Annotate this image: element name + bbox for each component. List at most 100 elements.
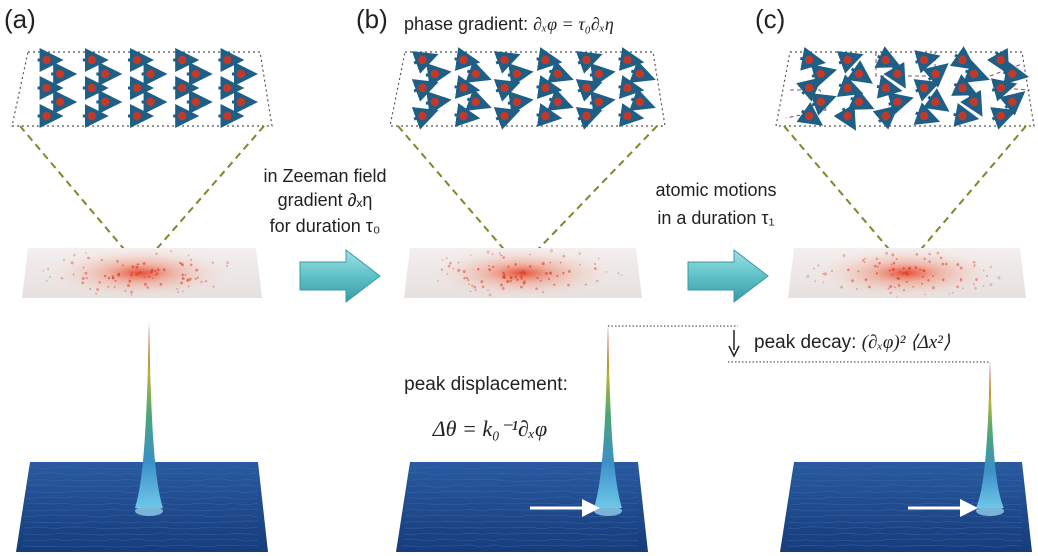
spin-box-a (11, 48, 273, 128)
atom-dot (989, 265, 992, 269)
atom-dot (170, 250, 173, 253)
atom-dot (98, 281, 101, 284)
atom-dot (447, 264, 451, 268)
arrow1-line1: in Zeeman field (263, 166, 386, 186)
atom-dot (480, 280, 484, 284)
atom-dot (593, 267, 597, 271)
floor-texture (22, 466, 1023, 548)
floor-ripple (22, 538, 259, 542)
atom-dot (906, 270, 909, 273)
atom-dot (923, 293, 926, 296)
floor-ripple (23, 526, 259, 530)
atom-dot (196, 276, 199, 279)
atom-dot (822, 272, 825, 275)
atom-dot (549, 261, 552, 264)
atom-dot (457, 261, 460, 264)
spin-arrow (37, 48, 64, 72)
spin-arrow (922, 63, 949, 88)
atom-dot (498, 252, 501, 255)
atom-dot (500, 254, 503, 257)
atom-dot (100, 258, 103, 262)
atom-dot (187, 285, 190, 288)
atom-dot (190, 258, 193, 261)
atom-dot (875, 257, 879, 261)
atom-dot (129, 290, 134, 294)
atom-dot (974, 286, 978, 290)
atom-dot (504, 276, 507, 279)
atom-dot (863, 261, 866, 263)
atom-dot (162, 268, 166, 272)
atom-dot (939, 256, 943, 260)
panel-label-c: (c) (755, 4, 785, 34)
floor-ripple (24, 520, 259, 524)
atom-dot (194, 277, 197, 280)
spin-arrow (173, 48, 200, 72)
atom-dot (897, 277, 900, 281)
atom-dot (578, 252, 582, 255)
spin-arrow (990, 107, 1017, 130)
spin-arrow (800, 46, 826, 71)
atom-dot (959, 266, 963, 270)
spin-arrow (589, 91, 616, 115)
atom-dot (516, 278, 519, 281)
atom-dot (549, 249, 553, 253)
atom-dot (507, 265, 510, 268)
atom-dot (154, 273, 157, 276)
atom-dot (536, 276, 539, 279)
atom-dot (96, 287, 100, 292)
atom-dot (70, 261, 74, 265)
atom-dot (499, 254, 502, 257)
atom-dot (902, 267, 905, 270)
peak-decay-indicator (608, 325, 990, 363)
spin-arrow (999, 91, 1026, 116)
spin-arrow (796, 102, 824, 126)
atom-dot (469, 290, 472, 293)
atom-dot (488, 293, 492, 297)
atom-dot (908, 266, 912, 270)
atom-dot (143, 276, 146, 279)
arrow2-line2: in a duration τ₁ (657, 208, 774, 228)
floor-ripple (23, 532, 259, 536)
atom-dot (463, 276, 466, 280)
spin-arrow (914, 50, 941, 74)
atom-dot (549, 271, 553, 275)
atom-dot (148, 275, 151, 278)
atom-dot (82, 266, 85, 269)
atom-dot (226, 261, 230, 265)
atom-dot (452, 267, 455, 270)
atom-dot (553, 283, 556, 286)
atom-dot (184, 274, 187, 276)
spin-arrow (507, 63, 534, 87)
spin-arrow (887, 92, 914, 116)
atom-dot (503, 273, 506, 276)
spin-arrow (589, 63, 616, 87)
floor-ripple (403, 532, 639, 536)
atom-dot (72, 253, 76, 257)
atom-dot (467, 279, 470, 282)
floor-ripple (22, 544, 259, 548)
atom-dot (559, 261, 562, 264)
spin-arrow (128, 76, 154, 100)
atom-dot (182, 290, 184, 293)
atom-dot (117, 272, 121, 275)
atom-dot (867, 285, 871, 289)
floor-ripple (409, 472, 639, 476)
floor-ripple (402, 544, 639, 548)
atom-dot (951, 291, 954, 294)
atom-dot (556, 274, 559, 277)
atom-dot (81, 281, 85, 285)
spin-arrow (575, 51, 603, 74)
atom-dot (72, 273, 75, 276)
peak-decay-caption: peak decay: (∂ₓφ)² ⟨Δx²⟩ (754, 332, 951, 353)
spin-arrow (411, 79, 439, 102)
atom-dot (831, 270, 833, 273)
atom-dot (528, 265, 532, 268)
atom-dot (477, 267, 480, 271)
atom-dot (113, 286, 116, 288)
atom-dot (898, 270, 901, 273)
spin-arrow (796, 77, 823, 102)
atom-dot (116, 259, 119, 263)
atom-dot (986, 274, 989, 278)
atom-dot (817, 264, 820, 267)
atom-dot (620, 274, 623, 276)
